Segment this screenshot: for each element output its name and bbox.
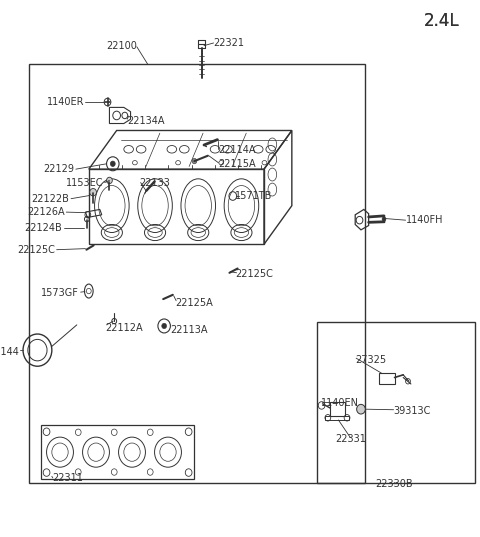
Text: 22125A: 22125A: [175, 299, 213, 308]
Circle shape: [90, 188, 96, 196]
Bar: [41, 425, 194, 479]
Circle shape: [357, 404, 365, 414]
Text: 22113A: 22113A: [170, 325, 208, 335]
Text: 1140EN: 1140EN: [321, 398, 359, 408]
Text: 1153EC: 1153EC: [66, 178, 103, 187]
Bar: [317, 322, 475, 483]
Text: 22133: 22133: [139, 178, 170, 187]
Text: 22129: 22129: [43, 164, 74, 174]
Text: 2.4L: 2.4L: [424, 12, 459, 31]
Text: 22331: 22331: [335, 434, 366, 444]
Text: 2.4L: 2.4L: [424, 12, 459, 31]
Text: 22125C: 22125C: [235, 269, 273, 279]
Text: 1573GF: 1573GF: [41, 288, 79, 297]
Text: 22125C: 22125C: [17, 245, 55, 255]
Bar: [29, 64, 365, 483]
Text: 22134A: 22134A: [127, 116, 165, 126]
Text: 22112A: 22112A: [106, 323, 143, 332]
Circle shape: [162, 323, 167, 329]
Text: 22126A: 22126A: [27, 207, 65, 217]
Text: 22114A: 22114A: [218, 146, 256, 155]
Circle shape: [107, 177, 112, 184]
Text: 22311: 22311: [52, 473, 83, 483]
Text: 1140ER: 1140ER: [47, 97, 84, 107]
Text: 1571TB: 1571TB: [235, 191, 273, 201]
Text: 1140FH: 1140FH: [406, 215, 443, 225]
Circle shape: [110, 161, 115, 166]
Circle shape: [192, 158, 197, 164]
Text: 22122B: 22122B: [32, 194, 70, 204]
Circle shape: [382, 217, 386, 221]
Text: 22115A: 22115A: [218, 159, 256, 169]
Text: 27325: 27325: [355, 355, 386, 365]
Text: 22321: 22321: [214, 38, 245, 48]
Text: 22100: 22100: [106, 41, 137, 50]
Text: 22330B: 22330B: [375, 480, 412, 489]
Text: 22144: 22144: [0, 347, 19, 357]
Text: 22124B: 22124B: [24, 223, 62, 233]
Text: 39313C: 39313C: [394, 406, 431, 416]
